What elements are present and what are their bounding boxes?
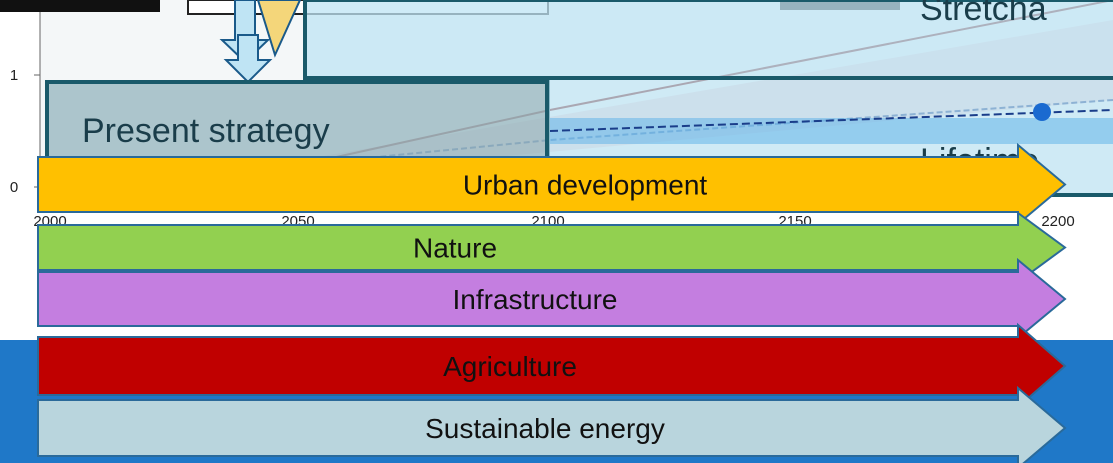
arrow-label: Agriculture [443, 351, 577, 382]
arrow [37, 211, 1067, 284]
down-arrow [256, 0, 302, 58]
arrow [37, 385, 1067, 463]
down-arrow [223, 34, 273, 84]
arrow [37, 257, 1067, 341]
arrow-label: Nature [413, 233, 497, 264]
arrow-label: Infrastructure [453, 284, 618, 315]
y-tick-label: 1 [10, 67, 18, 84]
lifetime-line [549, 109, 1113, 132]
lifetime-band [550, 118, 1113, 144]
arrow [37, 142, 1067, 227]
arrow [37, 322, 1067, 410]
x-tick-label: 2200 [1041, 213, 1074, 230]
stretch-box [303, 0, 1113, 80]
arrow-label: Sustainable energy [425, 413, 665, 444]
marker [1033, 103, 1051, 121]
dark-strip [0, 0, 160, 12]
box-label: Stretcha [920, 0, 1047, 28]
y-tick-label: 0 [10, 179, 18, 196]
arrow-label: Urban development [463, 170, 708, 201]
box-label: Present strategy [82, 112, 330, 150]
